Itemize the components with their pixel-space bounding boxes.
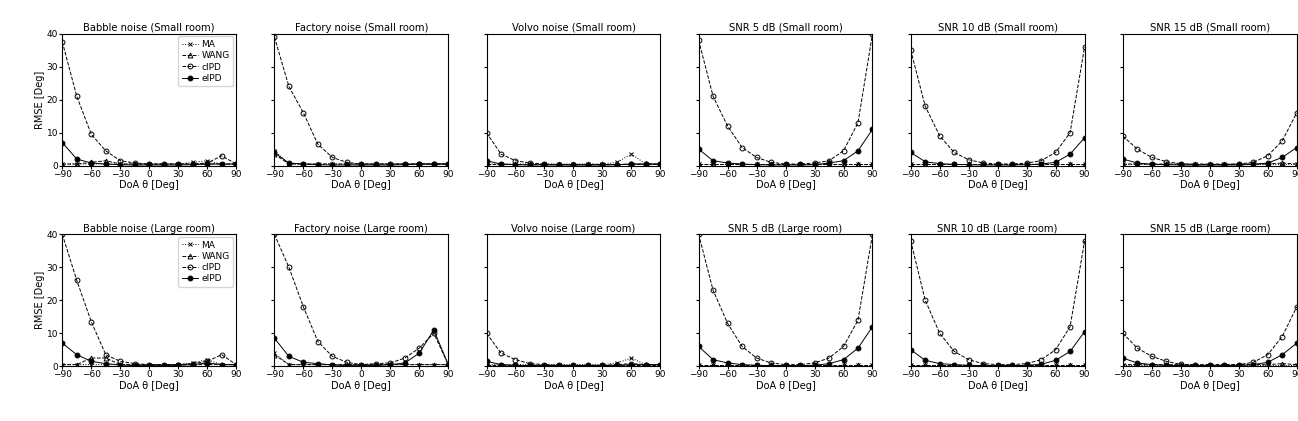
X-axis label: DoA θ [Deg]: DoA θ [Deg] — [968, 180, 1028, 190]
Legend: MA, WANG, cIPD, eIPD: MA, WANG, cIPD, eIPD — [178, 237, 234, 287]
X-axis label: DoA θ [Deg]: DoA θ [Deg] — [1180, 180, 1240, 190]
Title: SNR 15 dB (Small room): SNR 15 dB (Small room) — [1150, 23, 1269, 33]
X-axis label: DoA θ [Deg]: DoA θ [Deg] — [119, 381, 179, 391]
Title: SNR 5 dB (Large room): SNR 5 dB (Large room) — [728, 224, 842, 234]
Title: SNR 10 dB (Small room): SNR 10 dB (Small room) — [937, 23, 1058, 33]
X-axis label: DoA θ [Deg]: DoA θ [Deg] — [331, 180, 391, 190]
X-axis label: DoA θ [Deg]: DoA θ [Deg] — [331, 381, 391, 391]
X-axis label: DoA θ [Deg]: DoA θ [Deg] — [755, 381, 815, 391]
Title: Volvo noise (Small room): Volvo noise (Small room) — [511, 23, 636, 33]
X-axis label: DoA θ [Deg]: DoA θ [Deg] — [968, 381, 1028, 391]
Title: SNR 15 dB (Large room): SNR 15 dB (Large room) — [1150, 224, 1269, 234]
X-axis label: DoA θ [Deg]: DoA θ [Deg] — [1180, 381, 1240, 391]
Title: Babble noise (Large room): Babble noise (Large room) — [83, 224, 215, 234]
Title: SNR 10 dB (Large room): SNR 10 dB (Large room) — [937, 224, 1058, 234]
Title: Babble noise (Small room): Babble noise (Small room) — [83, 23, 215, 33]
Title: Factory noise (Small room): Factory noise (Small room) — [295, 23, 428, 33]
X-axis label: DoA θ [Deg]: DoA θ [Deg] — [755, 180, 815, 190]
X-axis label: DoA θ [Deg]: DoA θ [Deg] — [119, 180, 179, 190]
Title: SNR 5 dB (Small room): SNR 5 dB (Small room) — [728, 23, 842, 33]
X-axis label: DoA θ [Deg]: DoA θ [Deg] — [544, 381, 604, 391]
Legend: MA, WANG, cIPD, eIPD: MA, WANG, cIPD, eIPD — [178, 36, 234, 86]
X-axis label: DoA θ [Deg]: DoA θ [Deg] — [544, 180, 604, 190]
Title: Factory noise (Large room): Factory noise (Large room) — [295, 224, 428, 234]
Title: Volvo noise (Large room): Volvo noise (Large room) — [511, 224, 636, 234]
Y-axis label: RMSE [Deg]: RMSE [Deg] — [35, 271, 45, 329]
Y-axis label: RMSE [Deg]: RMSE [Deg] — [35, 71, 45, 129]
